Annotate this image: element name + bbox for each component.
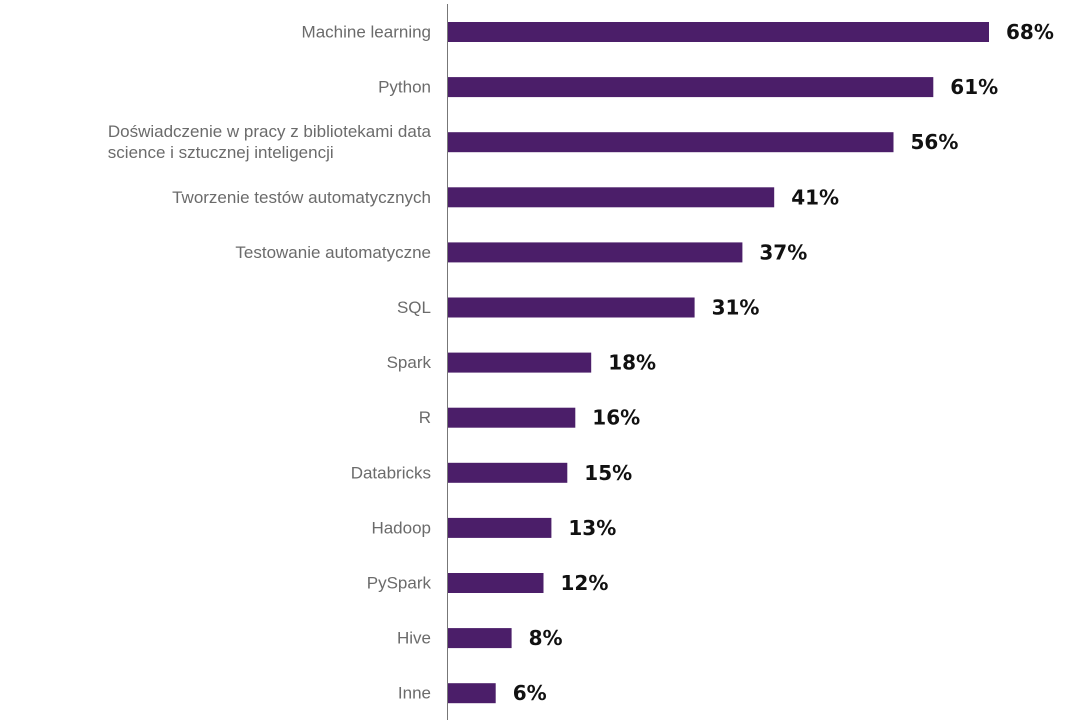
- category-label-12: Inne: [398, 684, 431, 703]
- bar-3: [448, 187, 775, 208]
- bar-8: [448, 462, 568, 483]
- category-label-5: SQL: [397, 298, 431, 317]
- category-labels-layer: Machine learning Python Doświadczenie w pr…: [108, 23, 432, 703]
- category-label-7: R: [419, 408, 431, 427]
- value-labels-layer: 68% 61% 56% 41% 37% 31% 18% 16% 15% 13% 12% 8% 6%: [513, 20, 1054, 705]
- category-label-2-line-1: Doświadczenie w pracy z bibliotekami dat…: [108, 122, 432, 141]
- category-label-2-line-2: science i sztucznej inteligencji: [108, 143, 334, 162]
- bar-10: [448, 573, 544, 593]
- category-label-2: Doświadczenie w pracy z bibliotekami dat…: [108, 122, 432, 162]
- category-label-11: Hive: [397, 629, 431, 648]
- bar-4: [448, 242, 743, 263]
- category-label-1: Python: [378, 78, 431, 97]
- category-label-8: Databricks: [351, 463, 431, 482]
- value-label-11: 8%: [529, 626, 563, 650]
- value-label-2: 56%: [911, 130, 959, 154]
- category-label-3: Tworzenie testów automatycznych: [172, 188, 431, 207]
- value-label-4: 37%: [759, 240, 807, 264]
- bar-1: [448, 77, 934, 98]
- bar-5: [448, 297, 695, 318]
- bar-6: [448, 352, 592, 373]
- value-label-9: 13%: [568, 516, 616, 540]
- bar-12: [448, 683, 496, 704]
- bars-layer: [448, 22, 989, 704]
- category-label-6: Spark: [387, 353, 432, 372]
- value-label-7: 16%: [592, 406, 640, 430]
- value-label-3: 41%: [791, 185, 839, 209]
- value-label-6: 18%: [608, 351, 656, 375]
- value-label-0: 68%: [1006, 20, 1054, 44]
- bar-11: [448, 628, 512, 649]
- value-label-12: 6%: [513, 681, 547, 705]
- bar-7: [448, 407, 576, 428]
- bar-2: [448, 132, 894, 153]
- value-label-10: 12%: [561, 571, 609, 595]
- bar-0: [448, 22, 989, 42]
- category-label-0: Machine learning: [302, 23, 431, 42]
- value-label-1: 61%: [950, 75, 998, 99]
- category-label-4: Testowanie automatyczne: [235, 243, 431, 262]
- category-label-9: Hadoop: [371, 518, 431, 537]
- value-label-8: 15%: [584, 461, 632, 485]
- value-label-5: 31%: [712, 296, 760, 320]
- category-label-10: PySpark: [367, 574, 432, 593]
- bar-9: [448, 517, 552, 538]
